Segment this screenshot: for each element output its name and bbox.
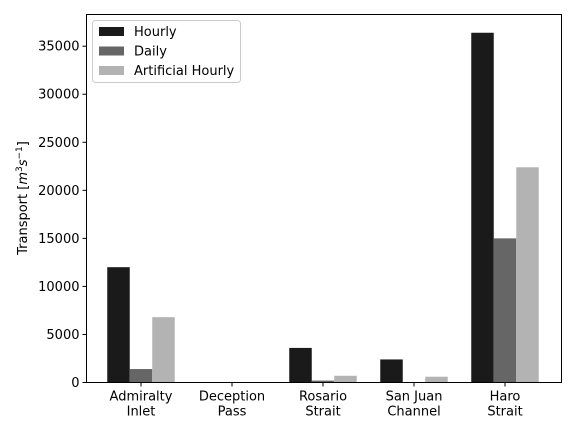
legend: Hourly Daily Artificial Hourly: [92, 20, 241, 83]
bar-hourly-4: [471, 32, 494, 383]
legend-label-artificial-hourly: Artificial Hourly: [134, 64, 235, 79]
legend-frame: [92, 20, 241, 83]
y-tick-label: 25000: [38, 136, 79, 151]
y-tick-label: 35000: [38, 40, 79, 55]
bar-artificial-hourly-3: [425, 376, 448, 383]
bar-artificial-hourly-2: [334, 375, 357, 383]
bar-artificial-hourly-0: [152, 317, 175, 383]
y-tick-label: 15000: [38, 232, 79, 247]
bar-hourly-3: [380, 359, 403, 383]
y-tick-label: 10000: [38, 280, 79, 295]
x-tick-label: Admiralty: [110, 390, 173, 405]
y-tick-label: 30000: [38, 88, 79, 103]
x-tick-label: Deception: [199, 390, 265, 405]
bar-artificial-hourly-4: [516, 167, 539, 383]
bar-daily-0: [129, 369, 153, 383]
x-axis-ticks: AdmiraltyInletDeceptionPassRosarioStrait…: [110, 382, 523, 420]
legend-swatch-hourly: [99, 27, 124, 36]
x-tick-label: Haro: [490, 390, 521, 405]
bar-daily-2: [311, 380, 335, 383]
x-tick-label: Strait: [487, 405, 522, 420]
y-axis-label: Transport [m3s−1]: [15, 141, 31, 256]
bars-group: [107, 32, 539, 383]
bar-hourly-0: [107, 267, 130, 383]
y-tick-label: 5000: [46, 328, 79, 343]
x-tick-label: Pass: [218, 405, 247, 420]
x-tick-label: Rosario: [299, 390, 347, 405]
plot-frame: [86, 14, 562, 383]
x-tick-label: Inlet: [127, 405, 156, 420]
y-axis-ticks: 0 5000 10000 15000 20000 25000 30000 35000: [38, 40, 87, 391]
y-tick-label: 0: [71, 376, 79, 391]
legend-label-hourly: Hourly: [134, 25, 177, 40]
bar-daily-4: [493, 238, 517, 383]
legend-swatch-artificial-hourly: [99, 66, 124, 75]
legend-swatch-daily: [99, 46, 124, 56]
x-tick-label: Strait: [305, 405, 340, 420]
bar-hourly-2: [289, 347, 312, 383]
y-tick-label: 20000: [38, 184, 79, 199]
x-tick-label: San Juan: [386, 390, 443, 405]
legend-label-daily: Daily: [134, 45, 167, 60]
x-tick-label: Channel: [387, 405, 440, 420]
